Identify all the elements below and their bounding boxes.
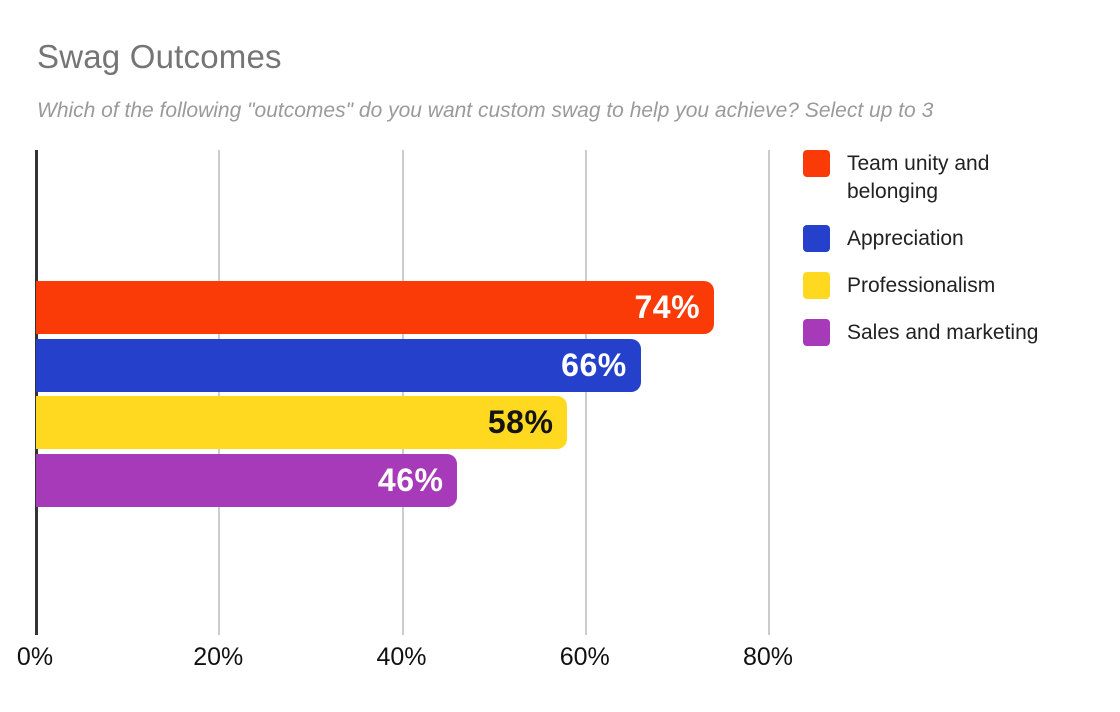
y-axis-line <box>35 150 38 635</box>
legend-item-appreciation: Appreciation <box>803 225 1103 253</box>
x-tick-label: 0% <box>16 643 54 671</box>
chart-title: Swag Outcomes <box>37 38 282 75</box>
bar-value-label: 46% <box>377 461 444 498</box>
plot-area: 74% 66% 58% 46% <box>35 150 780 635</box>
bar-team-unity-and-belonging: 74% <box>36 281 715 334</box>
legend-swatch-icon <box>803 225 830 252</box>
legend-item-professionalism: Professionalism <box>803 272 1103 300</box>
bar-sales-and-marketing: 46% <box>36 453 458 507</box>
legend-item-sales-and-marketing: Sales and marketing <box>803 319 1103 347</box>
bar-value-label: 66% <box>561 346 627 383</box>
legend: Team unity and belonging Appreciation Prof… <box>803 150 1103 366</box>
legend-label: Appreciation <box>847 227 964 250</box>
x-tick-label: 40% <box>376 643 427 671</box>
legend-swatch-icon <box>803 150 830 177</box>
bar-appreciation: 66% <box>36 338 641 392</box>
x-tick-label: 80% <box>742 643 794 671</box>
bar-value-label: 74% <box>634 289 701 325</box>
legend-swatch-icon <box>803 272 830 299</box>
gridline <box>218 150 221 635</box>
bar-professionalism: 58% <box>36 396 568 449</box>
legend-label: Team unity and belonging <box>847 152 990 203</box>
x-tick-label: 20% <box>193 643 244 671</box>
gridline <box>584 150 587 635</box>
gridline <box>768 150 770 635</box>
legend-label: Sales and marketing <box>847 321 1039 344</box>
legend-swatch-icon <box>803 319 830 346</box>
chart-subtitle: Which of the following "outcomes" do you… <box>37 99 934 122</box>
bar-value-label: 58% <box>487 404 554 440</box>
legend-label: Professionalism <box>847 274 996 297</box>
legend-item-team-unity-and-belonging: Team unity and belonging <box>803 150 1103 206</box>
x-tick-label: 60% <box>559 643 610 671</box>
gridline <box>401 150 404 635</box>
x-axis-tick-labels: 0% 20% 40% 60% 80% <box>0 643 1120 677</box>
